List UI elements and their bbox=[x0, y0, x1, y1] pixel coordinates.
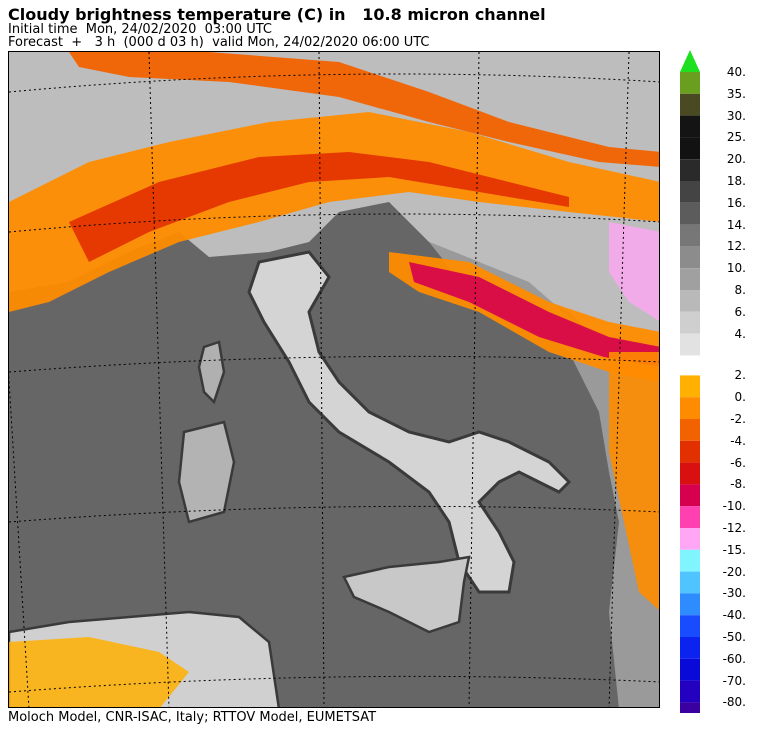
legend-bin-cold bbox=[680, 528, 700, 550]
satellite-map bbox=[8, 51, 660, 708]
sicily-island bbox=[342, 555, 471, 634]
legend-colorbar bbox=[680, 50, 700, 713]
legend-tick-label: 8. bbox=[734, 283, 746, 297]
legend-bin-warm bbox=[680, 72, 700, 94]
legend-bin-cold bbox=[680, 419, 700, 441]
legend-bin-warm bbox=[680, 246, 700, 269]
legend-bin-cold bbox=[680, 397, 700, 419]
legend-tick-label: 16. bbox=[726, 195, 746, 210]
legend-tick-label: 25. bbox=[726, 130, 746, 145]
legend-bin-cold bbox=[680, 680, 700, 703]
graticule bbox=[9, 52, 659, 707]
legend-bin-cold bbox=[680, 506, 700, 528]
legend-bin-cold bbox=[680, 484, 700, 507]
legend-tick-label: -80. bbox=[722, 695, 746, 710]
corsica-island bbox=[197, 340, 226, 405]
legend-bin-cold bbox=[680, 440, 700, 463]
legend-bin-warm bbox=[680, 137, 700, 160]
initial-time-label: Initial time Mon, 24/02/2020 03:00 UTC bbox=[8, 22, 272, 37]
legend-tick-label: 12. bbox=[726, 239, 746, 254]
cloud-band-top bbox=[69, 52, 659, 167]
legend-bin-warm bbox=[680, 202, 700, 225]
map-title: Cloudy brightness temperature (C) in 10.… bbox=[8, 5, 546, 24]
legend-top-arrow bbox=[680, 50, 700, 72]
legend-tick-label: -12. bbox=[722, 521, 746, 535]
italy-peninsula bbox=[247, 250, 572, 594]
legend-tick-label: -70. bbox=[722, 673, 746, 688]
legend-bin-warm bbox=[680, 93, 700, 116]
legend-tick-label: -10. bbox=[722, 499, 746, 514]
legend-tick-label: 2. bbox=[734, 368, 746, 383]
cloud-core-balkans bbox=[409, 262, 659, 367]
credits-label: Moloch Model, CNR-ISAC, Italy; RTTOV Mod… bbox=[8, 710, 377, 725]
legend-tick-label: 0. bbox=[734, 390, 746, 405]
legend-tick-label: -30. bbox=[722, 586, 746, 601]
legend-bin-cold bbox=[680, 375, 700, 398]
legend-bin-warm bbox=[680, 181, 700, 203]
legend-tick-label: 20. bbox=[726, 152, 746, 167]
legend-tick-label: -20. bbox=[722, 564, 746, 579]
legend-bin-cold bbox=[680, 702, 700, 713]
legend-bin-warm bbox=[680, 224, 700, 247]
legend-tick-label: -8. bbox=[730, 477, 746, 492]
map-canvas bbox=[9, 52, 659, 707]
legend-bin-warm bbox=[680, 115, 700, 138]
legend-tick-label: 30. bbox=[726, 108, 746, 123]
legend-tick-label: 35. bbox=[726, 86, 746, 101]
cloud-band-north bbox=[9, 112, 659, 312]
legend-bin-cold bbox=[680, 571, 700, 594]
legend-bin-cold bbox=[680, 593, 700, 616]
legend-bin-warm bbox=[680, 268, 700, 290]
forecast-valid-label: Forecast + 3 h (000 d 03 h) valid Mon, 2… bbox=[8, 35, 430, 50]
legend-bin-cold bbox=[680, 637, 700, 659]
cloud-band-east bbox=[609, 352, 659, 611]
legend-tick-label: 6. bbox=[734, 304, 746, 319]
legend-tick-label: -4. bbox=[730, 433, 746, 448]
color-legend: 40. 35. 30. 25. 20. 18. 16. 14. 12. 10. 8. 6. 4. 2. 0.… bbox=[675, 48, 760, 713]
legend-bin-cold bbox=[680, 658, 700, 681]
legend-tick-label: 18. bbox=[726, 174, 746, 188]
legend-bin-warm bbox=[680, 290, 700, 312]
legend-bin-cold bbox=[680, 615, 700, 637]
legend-bin-warm bbox=[680, 333, 700, 356]
legend-tick-label: -50. bbox=[722, 630, 746, 644]
legend-bin-cold bbox=[680, 462, 700, 485]
legend-tick-label: 40. bbox=[726, 65, 746, 79]
legend-bin-cold bbox=[680, 549, 700, 572]
legend-tick-label: -6. bbox=[730, 455, 746, 470]
legend-tick-label: -2. bbox=[730, 412, 746, 426]
legend-tick-label: 14. bbox=[726, 217, 746, 232]
cloud-top-east bbox=[609, 222, 659, 321]
cloud-core-north bbox=[69, 152, 569, 262]
legend-tick-label: -60. bbox=[722, 651, 746, 666]
cloud-patch-africa bbox=[9, 637, 189, 707]
legend-tick-label: -40. bbox=[722, 608, 746, 623]
legend-tick-label: 4. bbox=[734, 326, 746, 341]
legend-bin-warm bbox=[680, 159, 700, 181]
legend-tick-label: -15. bbox=[722, 542, 746, 557]
sardinia-island bbox=[177, 420, 236, 524]
legend-tick-label: 10. bbox=[726, 261, 746, 276]
legend-bin-warm bbox=[680, 311, 700, 334]
